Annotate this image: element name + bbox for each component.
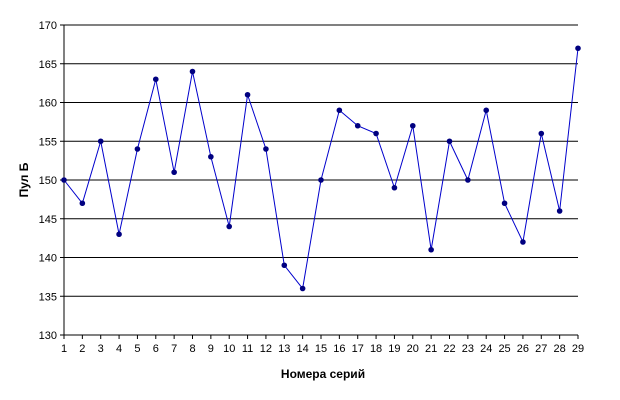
x-tick-label: 6 [153, 343, 159, 355]
x-tick-label: 24 [480, 343, 492, 355]
x-tick-label: 15 [315, 343, 327, 355]
data-point [373, 130, 379, 137]
x-tick-label: 29 [572, 343, 584, 355]
x-tick-label: 21 [425, 343, 437, 355]
data-point [152, 76, 159, 83]
x-tick-label: 19 [388, 343, 400, 355]
y-tick-label: 150 [39, 175, 57, 187]
data-point [428, 246, 434, 253]
x-tick-labels: 1 2 3 4 5 6 7 8 9 10 11 12 13 14 15 16 17 18 19 20 21 22 23 24 2… [61, 343, 584, 355]
data-point [134, 146, 141, 152]
x-tick-label: 8 [189, 343, 195, 355]
data-point [483, 107, 490, 114]
series-polyline [63, 48, 579, 290]
data-point [520, 239, 526, 245]
y-tick-label: 155 [39, 136, 57, 148]
x-tick-label: 2 [79, 343, 85, 355]
x-tick-label: 11 [242, 343, 253, 355]
data-point [318, 177, 324, 183]
data-point [281, 262, 288, 269]
data-point [79, 200, 86, 207]
x-tick-label: 5 [134, 343, 140, 355]
data-point [116, 231, 122, 238]
data-point [538, 130, 545, 137]
y-tick-labels: 130 135 140 145 150 155 160 165 170 [39, 20, 57, 342]
x-tick-label: 20 [407, 343, 419, 355]
x-tick-label: 3 [98, 343, 104, 355]
data-point [409, 122, 416, 129]
y-tick-label: 170 [39, 20, 57, 32]
data-point [226, 223, 233, 230]
data-point [208, 153, 214, 160]
x-axis-title: Номера серий [281, 367, 365, 381]
y-tick-label: 140 [39, 253, 57, 265]
x-tick-label: 18 [370, 343, 382, 355]
y-tick-label: 135 [39, 291, 57, 303]
data-point [299, 285, 306, 292]
series-line [63, 48, 579, 290]
y-axis-title: Пул Б [17, 162, 31, 197]
x-tick-label: 14 [297, 343, 309, 355]
x-tick-label: 13 [278, 343, 290, 355]
y-tick-label: 130 [39, 330, 57, 342]
x-tick-label: 28 [554, 343, 566, 355]
data-point [244, 91, 251, 98]
data-points [61, 45, 581, 292]
x-tick-label: 12 [260, 343, 272, 355]
data-point [446, 138, 453, 145]
x-tick-label: 23 [462, 343, 474, 355]
x-tick-label: 25 [498, 343, 510, 355]
data-point [354, 122, 361, 129]
y-tick-label: 160 [39, 98, 57, 110]
data-point [263, 146, 269, 152]
x-tick-label: 17 [352, 343, 364, 355]
data-point [171, 169, 177, 176]
x-tick-label: 1 [61, 343, 67, 355]
x-tick-label: 9 [208, 343, 214, 355]
data-point [391, 184, 398, 191]
data-point [97, 138, 104, 145]
data-point [336, 107, 343, 114]
x-tick-label: 4 [116, 343, 122, 355]
data-point [465, 177, 471, 183]
data-point [501, 200, 508, 207]
data-point [189, 68, 196, 75]
x-tick-label: 26 [517, 343, 529, 355]
axes [60, 24, 579, 339]
x-tick-label: 16 [333, 343, 345, 355]
x-tick-label: 27 [535, 343, 547, 355]
x-tick-label: 10 [223, 343, 235, 355]
y-tick-label: 165 [39, 59, 57, 71]
x-tick-label: 22 [443, 343, 455, 355]
data-point [61, 177, 67, 183]
y-tick-label: 145 [39, 214, 57, 226]
data-point [556, 208, 563, 214]
x-tick-label: 7 [171, 343, 177, 355]
data-point [575, 45, 581, 52]
